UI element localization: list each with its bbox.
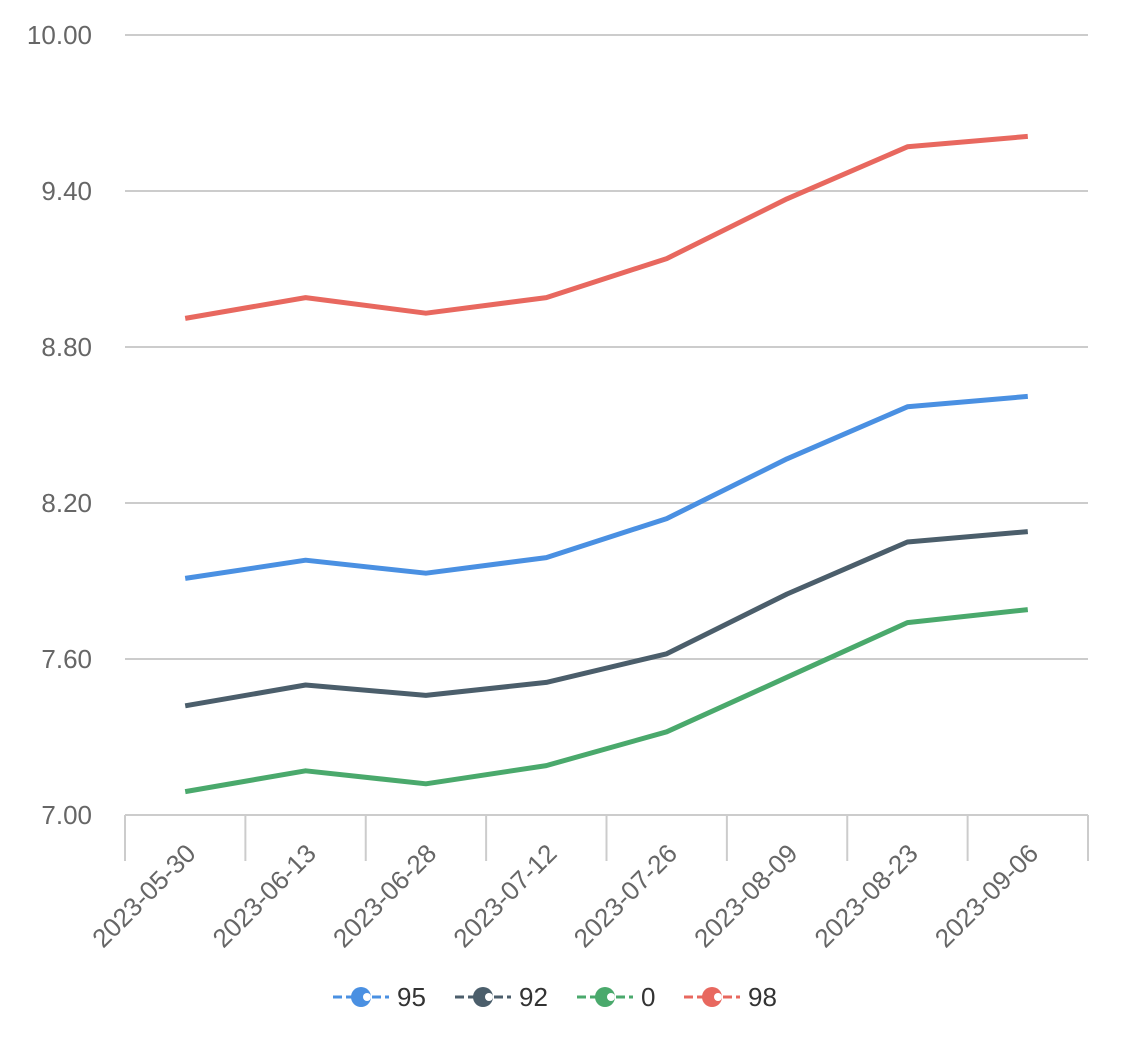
series-line-95 [184, 393, 1029, 581]
x-tick-label: 2023-08-09 [688, 838, 803, 953]
legend-marker-icon [473, 987, 493, 1007]
legend-label: 98 [748, 982, 777, 1012]
legend-marker-hole [363, 993, 371, 1001]
legend-marker-icon [595, 987, 615, 1007]
x-tick-label: 2023-08-23 [808, 838, 923, 953]
legend-item-95[interactable]: 95 [333, 982, 426, 1012]
y-tick-label: 10.00 [27, 20, 92, 50]
series-lines [184, 133, 1029, 795]
legend-marker-hole [485, 993, 493, 1001]
grid-lines [125, 34, 1088, 816]
y-tick-label: 7.60 [41, 644, 92, 674]
legend-label: 0 [641, 982, 655, 1012]
y-tick-label: 8.80 [41, 332, 92, 362]
x-tick-label: 2023-06-13 [207, 838, 322, 953]
y-tick-label: 8.20 [41, 488, 92, 518]
series-line-92 [184, 529, 1029, 709]
legend-item-92[interactable]: 92 [455, 982, 548, 1012]
legend-label: 95 [397, 982, 426, 1012]
y-axis: 7.00 7.60 8.20 8.80 9.40 10.00 [27, 20, 92, 830]
series-line-0 [184, 607, 1029, 795]
legend: 95 92 0 98 [333, 982, 777, 1012]
legend-marker-hole [607, 993, 615, 1001]
legend-marker-hole [714, 993, 722, 1001]
legend-label: 92 [519, 982, 548, 1012]
legend-item-0[interactable]: 0 [577, 982, 655, 1012]
x-tick-label: 2023-05-30 [86, 838, 201, 953]
legend-marker-icon [351, 987, 371, 1007]
x-tick-label: 2023-07-26 [568, 838, 683, 953]
legend-marker-icon [702, 987, 722, 1007]
x-tick-label: 2023-09-06 [929, 838, 1044, 953]
series-line-98 [184, 133, 1029, 321]
x-tick-label: 2023-06-28 [327, 838, 442, 953]
legend-item-98[interactable]: 98 [684, 982, 777, 1012]
y-tick-label: 7.00 [41, 800, 92, 830]
y-tick-label: 9.40 [41, 176, 92, 206]
x-tick-label: 2023-07-12 [447, 838, 562, 953]
x-axis: 2023-05-30 2023-06-13 2023-06-28 2023-07-12… [86, 814, 1089, 953]
